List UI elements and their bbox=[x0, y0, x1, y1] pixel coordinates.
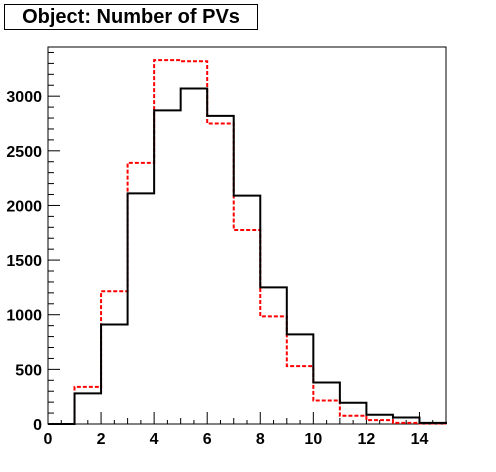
y-tick-label: 2000 bbox=[6, 198, 42, 215]
chart-title: Object: Number of PVs bbox=[4, 4, 258, 30]
histogram-bin bbox=[207, 123, 234, 424]
histogram-bin bbox=[287, 366, 314, 424]
y-tick-label: 0 bbox=[33, 417, 42, 434]
histogram-bin bbox=[101, 325, 128, 424]
y-tick-label: 1000 bbox=[6, 308, 42, 325]
histogram-bin bbox=[287, 334, 314, 424]
histogram-outline bbox=[48, 87, 447, 425]
y-tick-label: 3000 bbox=[6, 89, 42, 106]
histogram-outline bbox=[48, 59, 447, 425]
histogram-bin bbox=[260, 287, 287, 424]
histogram-series-solid-black bbox=[48, 87, 447, 425]
axes: 0 2 4 6 8 10 12 14 0 500 1000 1500 2000 2500 3000 bbox=[6, 46, 447, 448]
histogram-bin bbox=[154, 60, 181, 424]
x-tick-label: 10 bbox=[304, 431, 322, 448]
histogram-bin bbox=[101, 291, 128, 424]
histogram-bin bbox=[181, 89, 208, 424]
histogram-bin bbox=[128, 193, 155, 424]
histogram-series-dashed-red bbox=[48, 59, 447, 425]
histogram-bin bbox=[234, 230, 261, 424]
histogram-bin bbox=[128, 163, 155, 424]
x-tick-label: 12 bbox=[358, 431, 376, 448]
y-tick-label: 2500 bbox=[6, 144, 42, 161]
y-tick-label: 500 bbox=[15, 362, 42, 379]
x-tick-label: 2 bbox=[97, 431, 106, 448]
histogram-bin bbox=[75, 393, 102, 424]
histogram-bin bbox=[207, 116, 234, 424]
histogram-bin bbox=[260, 316, 287, 424]
x-tick-label: 4 bbox=[150, 431, 159, 448]
histogram-bin bbox=[181, 61, 208, 424]
plot-frame bbox=[47, 46, 447, 425]
histogram-series bbox=[48, 59, 447, 425]
x-tick-label: 6 bbox=[203, 431, 212, 448]
histogram-bin bbox=[154, 110, 181, 424]
x-tick-label: 8 bbox=[256, 431, 265, 448]
histogram-bin bbox=[313, 382, 340, 424]
y-tick-label: 1500 bbox=[6, 253, 42, 270]
x-tick-label: 0 bbox=[44, 431, 53, 448]
x-tick-label: 14 bbox=[411, 431, 429, 448]
